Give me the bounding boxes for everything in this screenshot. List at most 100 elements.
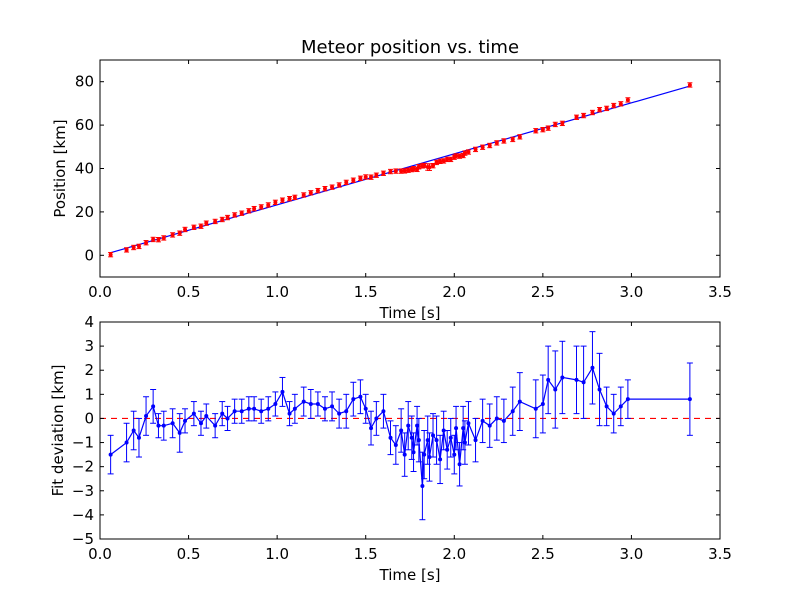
data-point <box>156 423 161 428</box>
data-point <box>108 252 113 257</box>
data-point <box>597 107 602 112</box>
data-point <box>510 137 515 142</box>
data-point <box>381 409 386 414</box>
data-point <box>351 178 356 183</box>
x-axis-label: Time [s] <box>379 304 441 322</box>
data-point <box>225 416 230 421</box>
data-point <box>473 147 478 152</box>
data-point <box>448 157 453 162</box>
data-point <box>131 245 136 250</box>
y-tick-label: −3 <box>72 482 94 500</box>
y-tick-label: 4 <box>84 313 94 331</box>
data-point <box>344 180 349 185</box>
data-point <box>198 421 203 426</box>
y-axis-label: Fit deviation [km] <box>49 365 67 497</box>
x-tick-label: 1.0 <box>265 283 289 301</box>
data-point <box>618 101 623 106</box>
data-point <box>156 237 161 242</box>
data-point <box>213 423 218 428</box>
data-point <box>438 457 443 462</box>
data-point <box>388 169 393 174</box>
y-tick-label: 40 <box>75 160 94 178</box>
data-point <box>422 163 427 168</box>
data-point <box>108 452 113 457</box>
deviation-plot-area <box>100 331 720 521</box>
data-point <box>427 165 432 170</box>
data-point <box>434 438 439 443</box>
data-point <box>510 409 515 414</box>
data-point <box>273 401 278 406</box>
data-point <box>546 126 551 131</box>
x-tick-label: 0.5 <box>177 545 201 563</box>
data-point <box>533 128 538 133</box>
data-point <box>533 406 538 411</box>
data-point <box>452 452 457 457</box>
y-axis-label: Position [km] <box>51 119 69 217</box>
data-point <box>427 455 432 460</box>
data-point <box>553 387 558 392</box>
x-tick-label: 1.0 <box>265 545 289 563</box>
data-point <box>494 416 499 421</box>
data-point <box>191 411 196 416</box>
data-point <box>330 185 335 190</box>
data-point <box>225 215 230 220</box>
data-point <box>301 192 306 197</box>
data-point <box>462 440 467 445</box>
data-point <box>422 452 427 457</box>
data-point <box>625 97 630 102</box>
y-tick-label: 3 <box>84 337 94 355</box>
data-point <box>590 110 595 115</box>
x-tick-label: 1.5 <box>354 283 378 301</box>
data-point <box>266 406 271 411</box>
data-point <box>457 462 462 467</box>
y-tick-label: 80 <box>75 73 94 91</box>
data-point <box>402 168 407 173</box>
data-point <box>330 404 335 409</box>
data-point <box>273 200 278 205</box>
x-tick-label: 3.0 <box>619 283 643 301</box>
data-point <box>454 153 459 158</box>
data-point <box>280 389 285 394</box>
data-point <box>246 406 251 411</box>
data-point <box>441 158 446 163</box>
data-point <box>466 150 471 155</box>
data-point <box>560 121 565 126</box>
x-tick-label: 3.0 <box>619 545 643 563</box>
data-point <box>363 174 368 179</box>
data-point <box>369 426 374 431</box>
data-point <box>461 426 466 431</box>
position-axes-frame <box>99 59 721 278</box>
data-point <box>204 221 209 226</box>
data-point <box>161 423 166 428</box>
x-tick-label: 2.0 <box>442 545 466 563</box>
data-point <box>574 115 579 120</box>
data-point <box>687 397 692 402</box>
data-point <box>266 202 271 207</box>
data-point <box>287 196 292 201</box>
x-tick-label: 0.0 <box>88 545 112 563</box>
data-point <box>560 375 565 380</box>
data-point <box>213 219 218 224</box>
data-point <box>406 168 411 173</box>
data-point <box>420 483 425 488</box>
data-point <box>406 423 411 428</box>
data-point <box>625 397 630 402</box>
data-point <box>151 404 156 409</box>
data-point <box>590 365 595 370</box>
data-point <box>445 157 450 162</box>
data-point <box>438 159 443 164</box>
data-point <box>292 195 297 200</box>
data-point <box>151 237 156 242</box>
chart-title: Meteor position vs. time <box>301 37 519 58</box>
x-tick-label: 2.5 <box>531 283 555 301</box>
data-point <box>259 204 264 209</box>
data-point <box>411 450 416 455</box>
y-tick-label: 1 <box>84 385 94 403</box>
data-point <box>473 438 478 443</box>
data-point <box>445 447 450 452</box>
data-point <box>540 127 545 132</box>
data-point <box>170 421 175 426</box>
data-point <box>131 428 136 433</box>
data-point <box>315 188 320 193</box>
